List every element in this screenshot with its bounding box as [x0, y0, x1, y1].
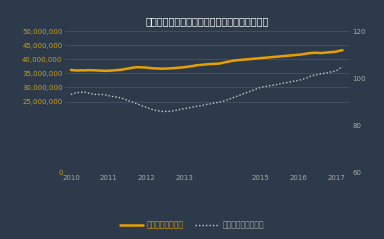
不動研住宅価格指数 [185, 107, 190, 110]
不動研住宅価格指数 [293, 79, 298, 82]
Title: リーウェイズ指数と不動研住宅価格指数の推移: リーウェイズ指数と不動研住宅価格指数の推移 [146, 16, 269, 26]
リーウェイズ指数 [208, 63, 212, 65]
リーウェイズ指数 [293, 54, 298, 56]
リーウェイズ指数 [340, 49, 345, 52]
不動研住宅価格指数 [147, 107, 152, 110]
不動研住宅価格指数 [113, 95, 118, 98]
不動研住宅価格指数 [208, 103, 212, 105]
不動研住宅価格指数 [340, 65, 345, 68]
Legend: リーウェイズ指数, 不動研住宅価格指数: リーウェイズ指数, 不動研住宅価格指数 [117, 218, 267, 233]
リーウェイズ指数 [151, 67, 156, 70]
Line: リーウェイズ指数: リーウェイズ指数 [71, 50, 343, 71]
不動研住宅価格指数 [69, 93, 73, 96]
リーウェイズ指数 [69, 69, 73, 71]
不動研住宅価格指数 [161, 110, 165, 113]
リーウェイズ指数 [185, 65, 190, 68]
リーウェイズ指数 [132, 66, 137, 69]
Line: 不動研住宅価格指数: 不動研住宅価格指数 [71, 67, 343, 111]
不動研住宅価格指数 [129, 100, 133, 103]
リーウェイズ指数 [104, 69, 108, 72]
リーウェイズ指数 [116, 69, 121, 71]
